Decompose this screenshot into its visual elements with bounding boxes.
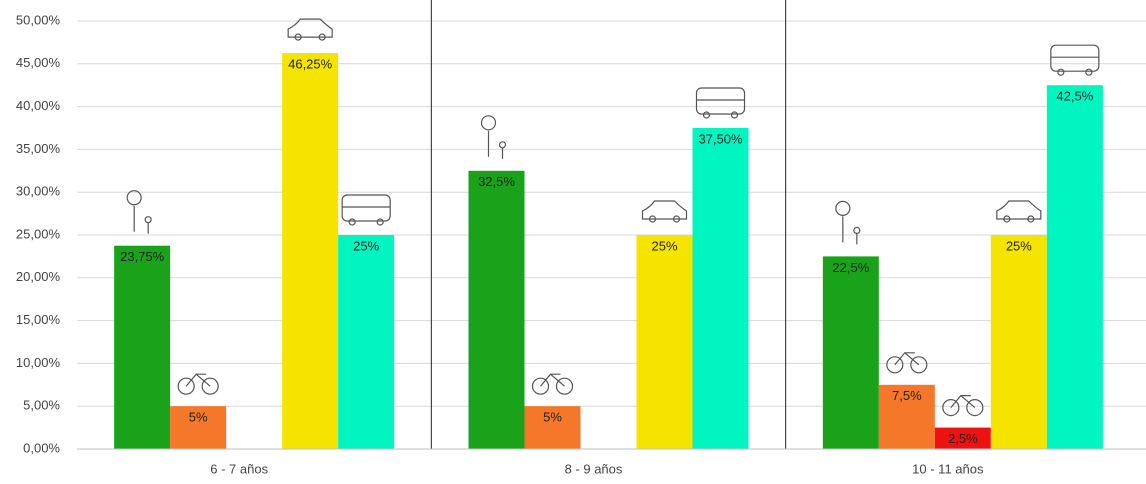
value-label: 2,5% <box>948 431 978 446</box>
bar <box>468 170 525 450</box>
transport-icon <box>287 18 333 41</box>
transport-icon <box>480 115 507 159</box>
bar <box>114 245 171 449</box>
icon-part <box>1050 44 1100 72</box>
y-tick-label: 20,00% <box>16 269 61 284</box>
bar <box>282 53 339 449</box>
icon-part <box>126 190 142 206</box>
icon-part <box>730 111 739 119</box>
transport-icon <box>886 351 928 374</box>
value-label: 5% <box>189 410 208 425</box>
icon-part <box>672 215 681 223</box>
value-label: 37,50% <box>698 131 743 146</box>
icon-part <box>996 200 1042 220</box>
transport-icon <box>126 190 152 234</box>
icon-part <box>894 351 920 366</box>
icon-part <box>287 18 333 38</box>
icon-part <box>942 399 960 417</box>
value-label: 25% <box>651 238 677 253</box>
icon-part <box>910 356 928 374</box>
y-tick-label: 35,00% <box>16 141 61 156</box>
icon-part <box>950 394 976 409</box>
transport-icon <box>177 373 219 395</box>
value-label: 7,5% <box>892 388 922 403</box>
transport-icon <box>835 200 861 245</box>
icon-part <box>498 141 507 149</box>
icon-part <box>376 218 384 226</box>
bar <box>878 384 935 449</box>
icon-part <box>835 200 851 216</box>
value-label: 22,5% <box>832 260 869 275</box>
y-tick-label: 10,00% <box>16 355 61 370</box>
y-tick-label: 5,00% <box>23 398 60 413</box>
icon-part <box>1003 215 1011 223</box>
transport-icon <box>996 200 1042 223</box>
icon-part <box>555 377 574 395</box>
icon-part <box>341 194 391 222</box>
bar <box>822 256 879 449</box>
x-tick-label: 10 - 11 años <box>912 461 984 476</box>
transport-icon <box>341 194 391 226</box>
icon-part <box>531 377 550 395</box>
transport-icon <box>1050 44 1100 76</box>
bar <box>1046 85 1103 449</box>
icon-part <box>1085 68 1093 76</box>
icon-part <box>144 216 152 224</box>
value-label: 42,5% <box>1056 89 1093 104</box>
transport-icon <box>695 87 746 119</box>
icon-part <box>966 399 984 417</box>
icon-part <box>695 87 746 115</box>
icon-part <box>540 373 565 387</box>
icon-part <box>480 115 497 131</box>
value-label: 25% <box>1006 238 1032 253</box>
icon-part <box>853 226 861 234</box>
x-tick-label: 6 - 7 años <box>210 461 268 476</box>
transport-icon <box>531 373 574 395</box>
y-tick-label: 40,00% <box>16 98 61 113</box>
icon-part <box>648 215 657 223</box>
y-tick-label: 15,00% <box>16 312 61 327</box>
bar <box>170 406 227 449</box>
value-label: 23,75% <box>120 249 165 264</box>
icon-part <box>177 377 195 395</box>
bar <box>934 427 991 449</box>
value-label: 32,5% <box>478 174 515 189</box>
icon-part <box>641 200 688 220</box>
x-tick-label: 8 - 9 años <box>565 461 623 476</box>
y-tick-label: 30,00% <box>16 184 61 199</box>
icon-part <box>702 111 711 119</box>
bar <box>990 235 1047 449</box>
y-tick-label: 50,00% <box>16 12 61 27</box>
bar <box>692 128 749 449</box>
icon-part <box>348 218 356 226</box>
icon-part <box>294 33 302 41</box>
bar <box>338 235 395 449</box>
transport-icon <box>942 394 984 417</box>
icon-part <box>185 373 211 387</box>
value-label: 5% <box>543 410 562 425</box>
value-label: 25% <box>353 238 379 253</box>
value-label: 46,25% <box>288 57 333 72</box>
icon-part <box>1027 215 1035 223</box>
icon-part <box>318 33 326 41</box>
y-tick-label: 0,00% <box>23 440 60 455</box>
transport-icon <box>641 200 688 223</box>
y-tick-label: 25,00% <box>16 226 61 241</box>
icon-part <box>1057 68 1065 76</box>
bar <box>524 406 581 449</box>
y-tick-label: 45,00% <box>16 55 61 70</box>
icon-part <box>201 377 219 395</box>
bar <box>636 235 693 449</box>
icon-part <box>886 356 904 374</box>
